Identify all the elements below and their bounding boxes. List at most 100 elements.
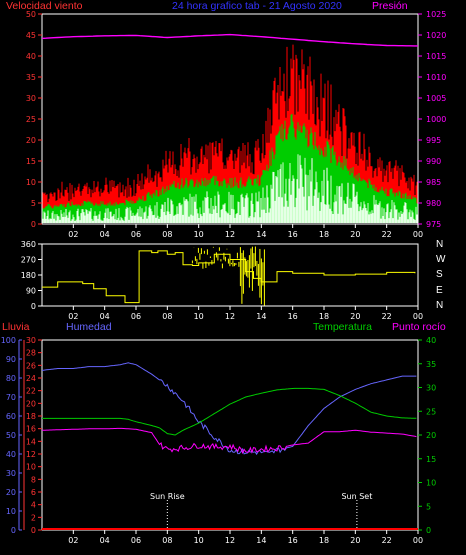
temperature-tick-label: 20 <box>426 431 436 440</box>
x-tick-label: 14 <box>256 536 266 545</box>
dewpoint-label: Punto rocío <box>392 321 446 333</box>
humidity-tick-label: 30 <box>6 469 16 478</box>
x-tick-label: 04 <box>100 230 110 239</box>
temperature-line <box>42 387 417 436</box>
humidity-line <box>41 362 417 456</box>
wind-tick-label: 5 <box>31 199 36 208</box>
x-tick-label: 22 <box>382 536 392 545</box>
x-tick-label: 20 <box>350 536 360 545</box>
wind-tick-label: 15 <box>26 157 36 166</box>
x-tick-label: 10 <box>194 536 204 545</box>
direction-line <box>42 250 416 304</box>
rain-tick-label: 0 <box>31 526 36 535</box>
rain-tick-label: 2 <box>31 513 36 522</box>
rain-tick-label: 20 <box>26 399 36 408</box>
direction-tick-label: 180 <box>21 271 36 280</box>
x-tick-label: 10 <box>194 312 204 321</box>
pressure-tick-label: 1000 <box>426 115 446 124</box>
wind-tick-label: 0 <box>31 220 36 229</box>
x-tick-label: 06 <box>131 230 141 239</box>
direction-tick-label: 270 <box>21 256 36 265</box>
x-tick-label: 04 <box>100 312 110 321</box>
pressure-tick-label: 985 <box>426 178 441 187</box>
humidity-tick-label: 20 <box>6 488 16 497</box>
x-tick-label: 10 <box>194 230 204 239</box>
x-tick-label: 00 <box>413 230 423 239</box>
rain-tick-label: 24 <box>26 374 36 383</box>
x-tick-label: 16 <box>288 230 298 239</box>
direction-panel-frame <box>41 243 419 307</box>
temperature-label: Temperatura <box>313 321 372 333</box>
x-tick-label: 06 <box>131 312 141 321</box>
pressure-tick-label: 1005 <box>426 94 446 103</box>
humidity-tick-label: 60 <box>6 412 16 421</box>
humidity-tick-label: 70 <box>6 393 16 402</box>
wind-tick-label: 35 <box>26 73 36 82</box>
rain-tick-label: 18 <box>26 412 36 421</box>
direction-tick-label: 0 <box>31 302 36 311</box>
dewpoint-line <box>41 427 417 455</box>
x-tick-label: 18 <box>319 312 329 321</box>
wind-tick-label: 45 <box>26 31 36 40</box>
rain-tick-label: 8 <box>31 475 36 484</box>
compass-label-n-top: N <box>436 239 444 250</box>
humidity-tick-label: 40 <box>6 450 16 459</box>
rain-tick-label: 10 <box>26 463 36 472</box>
rain-tick-label: 30 <box>26 336 36 345</box>
x-tick-label: 04 <box>100 536 110 545</box>
direction-tick-label: 360 <box>21 240 36 249</box>
rain-tick-label: 14 <box>26 437 36 446</box>
humidity-tick-label: 50 <box>6 431 16 440</box>
x-tick-label: 14 <box>256 230 266 239</box>
wind-tick-label: 25 <box>26 115 36 124</box>
rain-tick-label: 26 <box>26 361 36 370</box>
wind-tick-label: 20 <box>26 136 36 145</box>
x-tick-label: 22 <box>382 312 392 321</box>
temperature-tick-label: 40 <box>426 336 436 345</box>
pressure-tick-label: 980 <box>426 199 441 208</box>
x-tick-label: 16 <box>288 536 298 545</box>
bottom-panel-frame <box>41 339 419 531</box>
chart-title: 24 hora grafico tab - 21 Agosto 2020 <box>172 0 342 12</box>
pressure-tick-label: 1020 <box>426 31 446 40</box>
x-tick-label: 08 <box>162 536 172 545</box>
compass-label-s: S <box>436 269 443 280</box>
wind-tick-label: 50 <box>26 10 36 19</box>
x-tick-label: 14 <box>256 312 266 321</box>
rain-tick-label: 28 <box>26 349 36 358</box>
x-tick-label: 20 <box>350 312 360 321</box>
temperature-tick-label: 10 <box>426 479 436 488</box>
x-tick-label: 12 <box>225 536 235 545</box>
pressure-tick-label: 990 <box>426 157 441 166</box>
pressure-tick-label: 1015 <box>426 52 446 61</box>
x-tick-label: 22 <box>382 230 392 239</box>
pressure-tick-label: 995 <box>426 136 441 145</box>
pressure-line <box>41 33 418 47</box>
sunset-label: Sun Set <box>341 492 372 501</box>
x-tick-label: 00 <box>413 536 423 545</box>
wind-tick-label: 10 <box>26 178 36 187</box>
humidity-tick-label: 0 <box>11 526 16 535</box>
x-tick-label: 12 <box>225 312 235 321</box>
rain-tick-label: 16 <box>26 425 36 434</box>
rain-tick-label: 4 <box>31 501 36 510</box>
x-tick-label: 18 <box>319 536 329 545</box>
temperature-tick-label: 5 <box>426 502 431 511</box>
direction-tick-label: 90 <box>26 287 36 296</box>
compass-label-e: E <box>436 285 443 296</box>
x-tick-label: 20 <box>350 230 360 239</box>
temperature-tick-label: 30 <box>426 384 436 393</box>
temperature-tick-label: 35 <box>426 360 436 369</box>
temperature-tick-label: 15 <box>426 455 436 464</box>
sunrise-label: Sun Rise <box>150 492 185 501</box>
rain-label: Lluvia <box>2 321 30 333</box>
humidity-tick-label: 80 <box>6 374 16 383</box>
rain-tick-label: 12 <box>26 450 36 459</box>
x-tick-label: 02 <box>68 312 78 321</box>
rain-tick-label: 22 <box>26 387 36 396</box>
humidity-tick-label: 90 <box>6 355 16 364</box>
x-tick-label: 12 <box>225 230 235 239</box>
temperature-tick-label: 0 <box>426 526 431 535</box>
x-tick-label: 00 <box>413 312 423 321</box>
